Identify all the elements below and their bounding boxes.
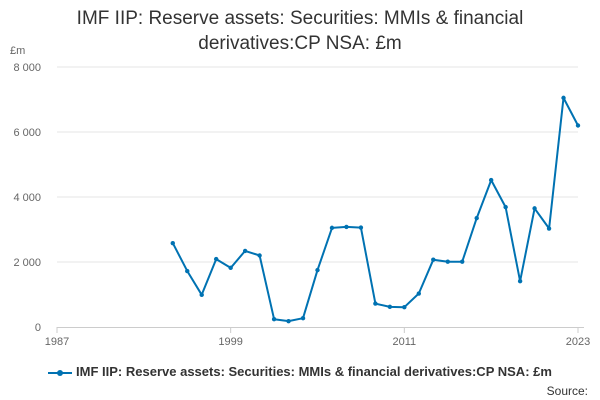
data-point <box>488 177 494 183</box>
y-tick-label: 6 000 <box>13 127 41 139</box>
series-line <box>171 96 579 323</box>
data-point <box>517 278 523 284</box>
data-point <box>286 318 291 324</box>
y-tick-label: 4 000 <box>13 192 41 204</box>
data-point <box>503 204 508 210</box>
data-point <box>532 206 537 211</box>
data-point <box>575 123 581 128</box>
data-point <box>474 215 479 221</box>
data-point <box>213 256 219 262</box>
data-point <box>170 240 175 246</box>
data-point <box>329 225 335 231</box>
data-point <box>402 304 407 310</box>
legend[interactable]: IMF IIP: Reserve assets: Securities: MMI… <box>0 364 600 379</box>
data-point <box>358 225 364 230</box>
data-point <box>300 316 306 321</box>
data-point <box>416 291 422 296</box>
y-tick-label: 0 <box>35 322 41 334</box>
x-tick-label: 1999 <box>218 336 242 348</box>
chart-title: IMF IIP: Reserve assets: Securities: MMI… <box>76 8 524 54</box>
x-tick-label: 1987 <box>45 336 69 348</box>
data-point <box>315 267 320 273</box>
data-point <box>373 301 378 306</box>
data-point <box>445 259 450 264</box>
data-point <box>431 257 436 262</box>
y-tick-label: 2 000 <box>13 257 41 269</box>
data-point <box>387 304 393 310</box>
source-label: Source: <box>546 384 588 398</box>
legend-swatch <box>48 367 73 379</box>
x-tick-label: 2011 <box>393 336 417 348</box>
y-tick-label: 8 000 <box>13 62 41 74</box>
y-axis-label: £m <box>10 45 26 57</box>
legend-label: IMF IIP: Reserve assets: Securities: MMI… <box>76 364 552 379</box>
data-point <box>344 224 349 230</box>
data-point <box>271 317 277 322</box>
data-point <box>199 292 204 298</box>
data-point <box>185 268 190 274</box>
data-point <box>257 253 262 258</box>
data-point <box>242 248 248 254</box>
data-point <box>460 259 465 264</box>
data-point <box>561 95 566 101</box>
data-point <box>546 226 552 231</box>
x-tick-label: 2023 <box>566 336 590 348</box>
data-point <box>228 265 233 271</box>
